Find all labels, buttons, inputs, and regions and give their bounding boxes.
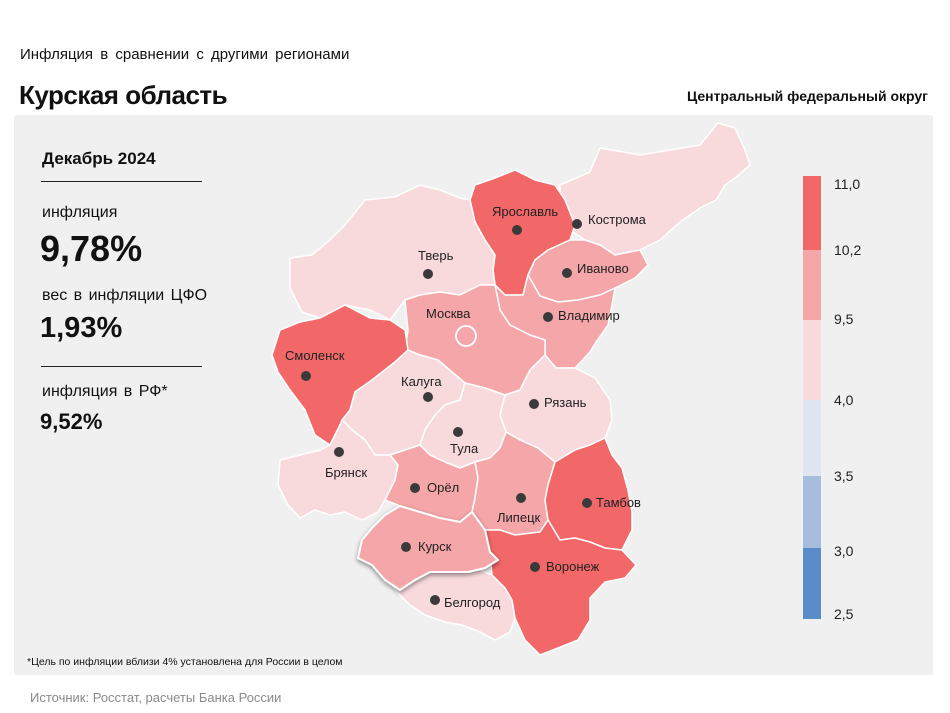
city-dot-yaroslavl (512, 225, 522, 235)
city-dot-tula (453, 427, 463, 437)
city-label-tver: Тверь (418, 248, 454, 263)
rf-inflation-value: 9,52% (40, 409, 103, 434)
city-label-bryansk: Брянск (325, 465, 367, 480)
city-label-vladimir: Владимир (558, 308, 620, 323)
region-voronezh (484, 519, 637, 656)
page-subtitle: Инфляция в сравнении с другими регионами (20, 46, 350, 63)
rf-inflation-label: инфляция в РФ* (42, 383, 168, 400)
city-dot-tver (423, 269, 433, 279)
legend-swatch (803, 548, 821, 619)
city-label-tula: Тула (450, 441, 479, 456)
period-label: Декабрь 2024 (42, 149, 156, 168)
city-dot-kostroma (572, 219, 582, 229)
page-title: Курская область (19, 80, 228, 110)
district-label: Центральный федеральный округ (686, 88, 928, 104)
city-dots (301, 219, 592, 605)
city-label-ivanovo: Иваново (577, 261, 629, 276)
city-dot-belgorod (430, 595, 440, 605)
legend-swatch (803, 476, 821, 548)
source-note: Источник: Росстат, расчеты Банка России (30, 690, 282, 705)
legend-swatch (803, 400, 821, 476)
legend-swatch (803, 250, 821, 320)
city-label-lipetsk: Липецк (497, 510, 541, 525)
region-tver (289, 184, 496, 321)
city-label-kostroma: Кострома (588, 212, 647, 227)
city-label-ryazan: Рязань (544, 395, 587, 410)
divider (41, 181, 202, 182)
city-label-tambov: Тамбов (596, 495, 641, 510)
inflation-label: инфляция (42, 204, 118, 221)
color-legend: 11,0 10,2 9,5 4,0 3,5 3,0 2,5 (803, 176, 861, 622)
legend-tick: 10,2 (834, 242, 861, 258)
weight-label: вес в инфляции ЦФО (42, 287, 208, 304)
moscow-city-marker (455, 325, 477, 347)
region-kostroma (559, 122, 751, 256)
city-label-yaroslavl: Ярославль (492, 204, 558, 219)
weight-value: 1,93% (40, 312, 123, 344)
city-label-kaluga: Калуга (401, 374, 442, 389)
city-dot-ivanovo (562, 268, 572, 278)
city-dot-orel (410, 483, 420, 493)
divider (41, 366, 202, 367)
city-label-moscow: Москва (426, 306, 471, 321)
legend-tick: 11,0 (834, 176, 860, 192)
city-dot-smolensk (301, 371, 311, 381)
inflation-value: 9,78% (40, 228, 143, 269)
legend-tick: 4,0 (834, 392, 854, 408)
legend-tick: 9,5 (834, 311, 854, 327)
city-dot-voronezh (530, 562, 540, 572)
city-label-smolensk: Смоленск (285, 348, 345, 363)
city-label-orel: Орёл (427, 480, 459, 495)
legend-swatch (803, 320, 821, 400)
legend-tick: 3,5 (834, 468, 854, 484)
city-dot-tambov (582, 498, 592, 508)
city-label-voronezh: Воронеж (546, 559, 600, 574)
city-dot-vladimir (543, 312, 553, 322)
city-dot-bryansk (334, 447, 344, 457)
region-tambov (544, 437, 633, 551)
city-dot-kaluga (423, 392, 433, 402)
footnote: *Цель по инфляции вблизи 4% установлена … (27, 656, 343, 668)
city-label-kursk: Курск (418, 539, 452, 554)
city-label-belgorod: Белгород (444, 595, 501, 610)
city-dot-ryazan (529, 399, 539, 409)
legend-tick: 3,0 (834, 543, 854, 559)
region-kursk (357, 505, 499, 591)
legend-swatch (803, 176, 821, 250)
city-dot-lipetsk (516, 493, 526, 503)
legend-tick: 2,5 (834, 606, 854, 622)
city-dot-kursk (401, 542, 411, 552)
